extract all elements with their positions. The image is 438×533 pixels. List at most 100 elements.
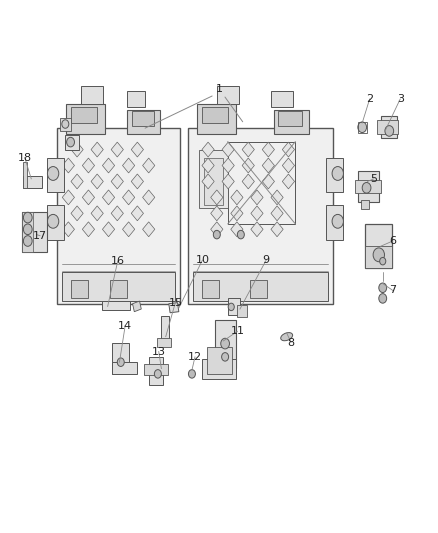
- Bar: [161, 317, 169, 342]
- Bar: [201, 280, 219, 298]
- Polygon shape: [131, 142, 144, 157]
- Bar: [71, 107, 97, 123]
- Bar: [358, 171, 379, 201]
- Circle shape: [380, 257, 386, 265]
- Bar: [250, 280, 267, 298]
- Bar: [62, 272, 175, 301]
- Bar: [46, 205, 64, 240]
- Bar: [46, 158, 64, 192]
- Bar: [365, 224, 392, 268]
- Polygon shape: [262, 142, 275, 157]
- Circle shape: [67, 138, 74, 147]
- Bar: [144, 364, 168, 375]
- Polygon shape: [202, 158, 214, 173]
- Bar: [71, 280, 88, 298]
- Text: 5: 5: [371, 174, 378, 184]
- Circle shape: [47, 166, 59, 180]
- Bar: [228, 298, 240, 316]
- Polygon shape: [71, 142, 83, 157]
- Polygon shape: [283, 174, 294, 189]
- Bar: [132, 111, 153, 126]
- Text: 3: 3: [397, 94, 404, 104]
- Circle shape: [332, 166, 343, 180]
- Text: 18: 18: [18, 152, 32, 163]
- Text: 11: 11: [230, 326, 244, 336]
- Bar: [60, 118, 71, 131]
- Polygon shape: [242, 158, 254, 173]
- Bar: [278, 111, 302, 126]
- Polygon shape: [283, 158, 294, 173]
- Polygon shape: [143, 158, 155, 173]
- Polygon shape: [251, 206, 263, 221]
- Polygon shape: [271, 206, 283, 221]
- Bar: [188, 128, 332, 304]
- Polygon shape: [169, 303, 179, 313]
- Circle shape: [213, 230, 220, 239]
- Bar: [110, 280, 127, 298]
- Polygon shape: [143, 190, 155, 205]
- Circle shape: [117, 358, 124, 367]
- Polygon shape: [62, 158, 74, 173]
- Bar: [199, 150, 228, 208]
- Bar: [112, 343, 129, 374]
- Polygon shape: [262, 174, 275, 189]
- Polygon shape: [131, 206, 144, 221]
- Bar: [193, 272, 328, 301]
- Polygon shape: [123, 158, 135, 173]
- Bar: [127, 91, 145, 107]
- Polygon shape: [231, 206, 243, 221]
- Polygon shape: [102, 190, 115, 205]
- Circle shape: [385, 126, 394, 136]
- Polygon shape: [111, 142, 124, 157]
- Polygon shape: [251, 222, 263, 237]
- Bar: [21, 212, 47, 252]
- Polygon shape: [222, 158, 234, 173]
- Circle shape: [228, 303, 234, 311]
- Bar: [202, 359, 237, 379]
- Text: 15: 15: [168, 297, 182, 308]
- Text: 6: 6: [389, 236, 396, 246]
- Polygon shape: [202, 174, 214, 189]
- Polygon shape: [123, 222, 135, 237]
- Bar: [274, 110, 308, 134]
- Circle shape: [237, 230, 244, 239]
- Polygon shape: [251, 190, 263, 205]
- Circle shape: [373, 248, 385, 262]
- Polygon shape: [82, 222, 95, 237]
- Circle shape: [358, 122, 367, 133]
- Polygon shape: [91, 206, 103, 221]
- Polygon shape: [271, 190, 283, 205]
- Text: 1: 1: [215, 84, 223, 94]
- Bar: [377, 120, 398, 134]
- Polygon shape: [143, 222, 155, 237]
- Polygon shape: [231, 190, 243, 205]
- Polygon shape: [82, 190, 95, 205]
- Polygon shape: [91, 142, 103, 157]
- Polygon shape: [131, 174, 144, 189]
- Bar: [215, 320, 236, 368]
- Bar: [149, 357, 163, 384]
- Circle shape: [379, 294, 387, 303]
- Polygon shape: [82, 158, 95, 173]
- Polygon shape: [242, 174, 254, 189]
- Bar: [65, 135, 79, 150]
- Bar: [358, 122, 367, 133]
- Bar: [157, 338, 171, 348]
- Circle shape: [379, 283, 387, 293]
- Text: 12: 12: [188, 352, 202, 362]
- Text: 13: 13: [152, 346, 166, 357]
- Text: 7: 7: [389, 286, 396, 295]
- Circle shape: [222, 353, 229, 361]
- Circle shape: [332, 214, 343, 228]
- Polygon shape: [133, 301, 141, 312]
- Bar: [365, 246, 392, 268]
- Text: 14: 14: [118, 321, 132, 331]
- Text: 9: 9: [263, 255, 270, 265]
- Bar: [201, 107, 228, 123]
- Bar: [217, 86, 239, 104]
- Bar: [81, 86, 103, 104]
- Bar: [381, 116, 397, 138]
- Circle shape: [23, 224, 32, 235]
- Bar: [23, 176, 42, 188]
- Polygon shape: [102, 158, 115, 173]
